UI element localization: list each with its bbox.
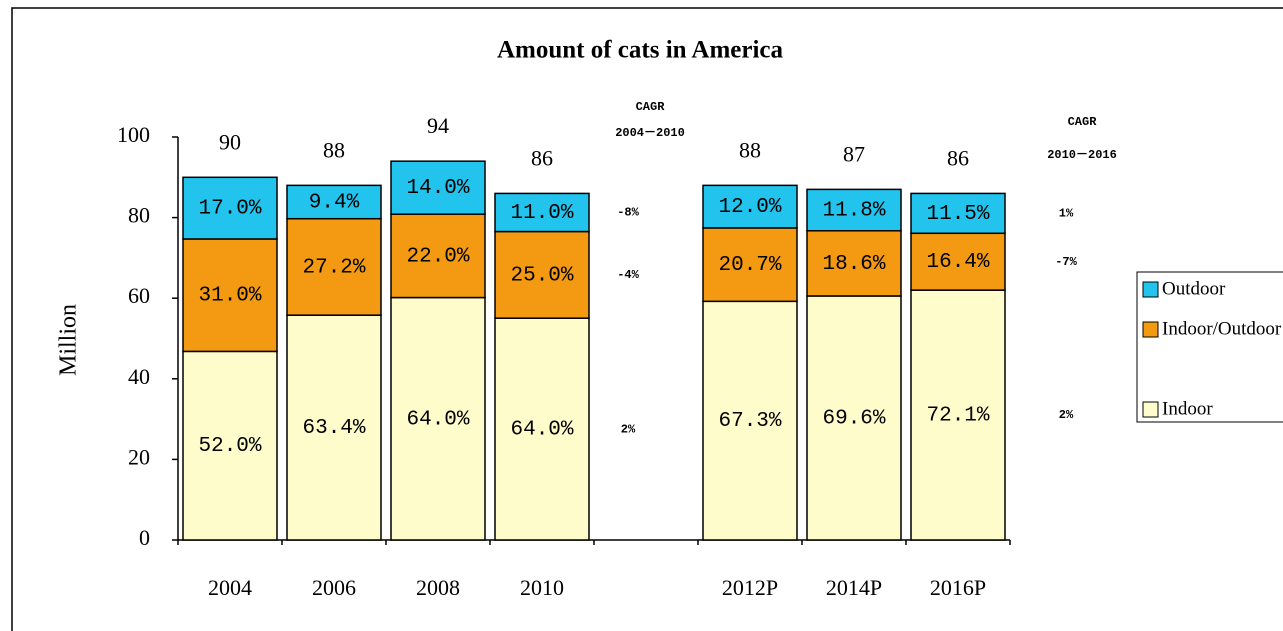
bar-segment (182, 176, 278, 240)
legend-box (1136, 271, 1283, 423)
data-label: 11.5% (926, 203, 989, 226)
bar-segment (806, 295, 902, 541)
cagr-value: -8% (617, 206, 639, 220)
data-label: 9.4% (309, 192, 360, 215)
data-label: 27.2% (302, 256, 365, 279)
cagr-value: -7% (1055, 255, 1077, 269)
bar-segment (806, 230, 902, 297)
bar-segment (494, 192, 590, 233)
data-label: 14.0% (406, 177, 469, 200)
cagr-period: 2010－2016 (1047, 148, 1117, 162)
x-tick-label: 2004 (208, 575, 252, 600)
bar-segment (390, 213, 486, 299)
data-label: 18.6% (822, 253, 885, 276)
cagr-value: -4% (617, 268, 639, 282)
data-label: 16.4% (926, 251, 989, 274)
total-label: 86 (947, 145, 969, 170)
data-label: 64.0% (406, 408, 469, 431)
x-tick-label: 2010 (520, 575, 564, 600)
x-tick-label: 2006 (312, 575, 356, 600)
y-tick-label: 80 (128, 203, 150, 228)
cagr-value: 2% (1059, 408, 1074, 422)
legend-label: Indoor/Outdoor (1162, 318, 1282, 339)
data-label: 69.6% (822, 408, 885, 431)
bar-segment (390, 160, 486, 215)
data-label: 11.0% (510, 202, 573, 225)
x-tick-label: 2016P (930, 575, 986, 600)
bar-segment (702, 227, 798, 303)
bar-segment (910, 289, 1006, 541)
y-tick-label: 20 (128, 444, 150, 469)
data-label: 22.0% (406, 245, 469, 268)
total-label: 94 (427, 113, 449, 138)
y-tick-label: 100 (117, 122, 150, 147)
bar-segment (702, 184, 798, 229)
data-label: 64.0% (510, 419, 573, 442)
data-label: 17.0% (198, 198, 261, 221)
legend-swatch (1142, 401, 1159, 418)
legend-label: Indoor (1162, 398, 1213, 419)
legend-swatch (1142, 321, 1159, 338)
cagr-period: 2004－2010 (615, 126, 685, 140)
data-label: 11.8% (822, 200, 885, 223)
y-tick-label: 60 (128, 283, 150, 308)
bar-segment (390, 296, 486, 541)
total-label: 88 (323, 137, 345, 162)
bar-segment (702, 300, 798, 541)
data-label: 72.1% (926, 405, 989, 428)
y-tick-label: 0 (139, 525, 150, 550)
bar-segment (182, 238, 278, 353)
cagr-value: 2% (621, 422, 636, 436)
bar-segment (286, 184, 382, 220)
data-label: 20.7% (718, 254, 781, 277)
x-tick-label: 2014P (826, 575, 882, 600)
bar-segment (286, 314, 382, 541)
total-label: 90 (219, 129, 241, 154)
total-label: 87 (843, 141, 865, 166)
bar-segment (806, 188, 902, 232)
y-tick-label: 40 (128, 364, 150, 389)
total-label: 86 (531, 145, 553, 170)
total-label: 88 (739, 137, 761, 162)
legend-label: Outdoor (1162, 278, 1226, 299)
data-label: 67.3% (718, 410, 781, 433)
data-label: 63.4% (302, 417, 365, 440)
chart-title: Amount of cats in America (497, 37, 784, 64)
x-tick-label: 2012P (722, 575, 778, 600)
cagr-title: CAGR (636, 100, 666, 114)
data-label: 12.0% (718, 196, 781, 219)
legend-swatch (1142, 281, 1159, 298)
bar-segment (494, 317, 590, 541)
y-axis-label: Million (56, 304, 82, 376)
cagr-title: CAGR (1068, 115, 1098, 129)
data-label: 52.0% (198, 435, 261, 458)
data-label: 31.0% (198, 285, 261, 308)
bar-segment (494, 230, 590, 319)
x-tick-label: 2008 (416, 575, 460, 600)
bar-segment (910, 192, 1006, 235)
bar-segment (182, 350, 278, 541)
cagr-value: 1% (1059, 207, 1074, 221)
data-label: 25.0% (510, 264, 573, 287)
